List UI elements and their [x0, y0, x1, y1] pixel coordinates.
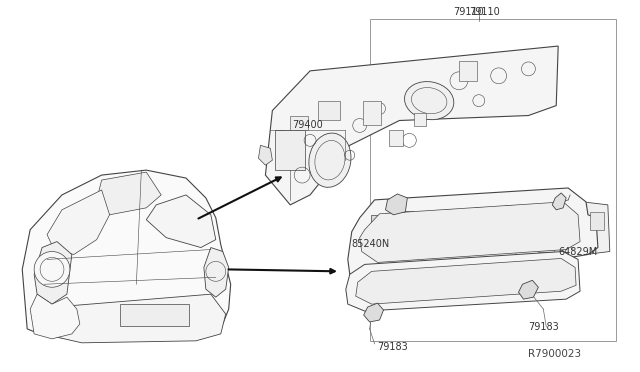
- Bar: [385, 213, 394, 223]
- Text: 64829M: 64829M: [558, 247, 598, 257]
- Polygon shape: [385, 194, 407, 215]
- Bar: [404, 211, 414, 221]
- Bar: [445, 209, 453, 217]
- Text: 79110: 79110: [454, 7, 484, 17]
- Polygon shape: [22, 170, 230, 341]
- Polygon shape: [147, 195, 216, 247]
- Bar: [275, 131, 305, 170]
- Bar: [475, 207, 483, 215]
- Polygon shape: [346, 251, 580, 311]
- Ellipse shape: [415, 230, 443, 244]
- Text: 79400: 79400: [292, 121, 323, 131]
- Polygon shape: [518, 280, 538, 299]
- Bar: [504, 205, 513, 213]
- Polygon shape: [30, 294, 80, 339]
- Bar: [394, 247, 412, 259]
- Text: 85240N: 85240N: [351, 238, 390, 248]
- Bar: [590, 212, 604, 230]
- Polygon shape: [360, 202, 580, 262]
- Bar: [459, 61, 477, 81]
- Text: 79110: 79110: [469, 7, 500, 17]
- Bar: [414, 113, 426, 126]
- Circle shape: [34, 251, 70, 287]
- Polygon shape: [266, 46, 558, 205]
- Polygon shape: [204, 247, 228, 297]
- Polygon shape: [42, 294, 226, 343]
- Bar: [318, 101, 340, 121]
- Polygon shape: [34, 241, 72, 304]
- Polygon shape: [552, 193, 566, 210]
- Polygon shape: [259, 145, 273, 165]
- Ellipse shape: [309, 133, 351, 187]
- Ellipse shape: [407, 277, 431, 289]
- Bar: [290, 116, 308, 131]
- Bar: [529, 264, 544, 274]
- Polygon shape: [583, 202, 610, 254]
- Bar: [371, 215, 381, 225]
- Ellipse shape: [404, 81, 454, 120]
- Ellipse shape: [474, 222, 504, 237]
- Bar: [390, 131, 403, 146]
- Bar: [120, 304, 189, 326]
- Polygon shape: [47, 190, 109, 254]
- Text: 79183: 79183: [378, 342, 408, 352]
- Bar: [538, 240, 554, 251]
- Polygon shape: [356, 259, 576, 304]
- Text: R7900023: R7900023: [529, 349, 582, 359]
- Ellipse shape: [488, 270, 509, 281]
- Text: 79183: 79183: [529, 322, 559, 332]
- Polygon shape: [97, 172, 161, 215]
- Polygon shape: [348, 188, 598, 277]
- Ellipse shape: [506, 225, 531, 238]
- Polygon shape: [364, 303, 383, 322]
- Bar: [363, 101, 381, 125]
- Bar: [459, 222, 479, 235]
- Ellipse shape: [448, 274, 470, 285]
- Bar: [392, 275, 410, 285]
